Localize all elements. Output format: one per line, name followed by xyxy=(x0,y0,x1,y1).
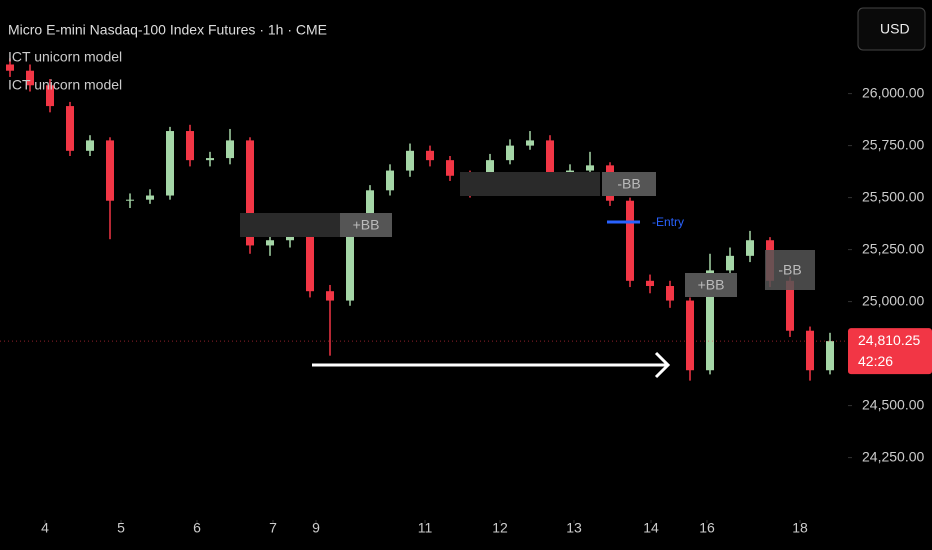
x-tick-label: 9 xyxy=(312,520,320,536)
candle-body xyxy=(406,150,414,171)
candle-body xyxy=(686,300,694,371)
x-tick-label: 7 xyxy=(269,520,277,536)
candle-body xyxy=(86,140,94,151)
countdown-label: 42:26 xyxy=(858,353,893,369)
y-tick-label: 25,500.00 xyxy=(862,188,924,204)
zone-label-box xyxy=(340,213,392,237)
zone-label: -BB xyxy=(617,176,640,192)
x-tick-label: 11 xyxy=(418,520,433,536)
candle-body xyxy=(286,236,294,241)
x-tick-label: 18 xyxy=(792,520,808,536)
indicator-label: ICT unicorn model xyxy=(8,49,122,65)
candle-body xyxy=(166,131,174,196)
candle-body xyxy=(786,280,794,331)
candle-body xyxy=(426,150,434,161)
y-tick-label: 26,000.00 xyxy=(862,84,924,100)
x-tick-label: 12 xyxy=(492,520,508,536)
x-tick-label: 5 xyxy=(117,520,125,536)
candle-body xyxy=(626,200,634,281)
currency-button[interactable] xyxy=(857,7,926,51)
chart-title: Micro E-mini Nasdaq-100 Index Futures · … xyxy=(8,22,327,38)
candle-body xyxy=(746,240,754,256)
y-tick-label: 24,500.00 xyxy=(862,396,924,412)
candle-body xyxy=(46,85,54,107)
currency-label[interactable]: USD xyxy=(880,21,910,37)
candle-body xyxy=(366,190,374,221)
candle-body xyxy=(646,280,654,286)
candle-body xyxy=(446,160,454,176)
zone-label: -BB xyxy=(778,262,801,278)
candle-body xyxy=(386,170,394,191)
x-tick-label: 4 xyxy=(41,520,49,536)
x-tick-label: 14 xyxy=(643,520,659,536)
zone-label-box xyxy=(685,273,737,297)
y-tick-label: 25,750.00 xyxy=(862,136,924,152)
candle-body xyxy=(6,64,14,71)
zone-label: +BB xyxy=(353,217,380,233)
zone xyxy=(240,213,340,237)
candle-body xyxy=(506,145,514,161)
x-tick-label: 16 xyxy=(699,520,715,536)
y-tick-label: 25,000.00 xyxy=(862,292,924,308)
zone-label-box xyxy=(602,172,656,196)
candle-body xyxy=(226,140,234,159)
y-tick-label: 24,250.00 xyxy=(862,448,924,464)
candle-body xyxy=(666,286,674,301)
candle-body xyxy=(526,140,534,146)
candle-body xyxy=(266,240,274,246)
candle-body xyxy=(586,165,594,171)
last-price-label: 24,810.25 xyxy=(858,332,920,348)
candle-body xyxy=(66,106,74,151)
candle-body xyxy=(706,270,714,371)
candle-body xyxy=(826,341,834,371)
zone xyxy=(460,172,600,196)
indicator-label: ICT unicorn model xyxy=(8,77,122,93)
last-price-box xyxy=(848,328,932,375)
zone-label-box xyxy=(765,250,815,290)
candle-body xyxy=(186,131,194,161)
candle-body xyxy=(346,220,354,301)
candle-body xyxy=(306,236,314,292)
candle-body xyxy=(326,291,334,301)
candle-body xyxy=(106,140,114,201)
candle-body xyxy=(146,195,154,200)
candle-body xyxy=(206,158,214,161)
candle-body xyxy=(726,255,734,271)
y-tick-label: 25,250.00 xyxy=(862,240,924,256)
candle-body xyxy=(126,199,134,201)
entry-label: -Entry xyxy=(652,215,684,229)
x-tick-label: 13 xyxy=(566,520,582,536)
arrow-head xyxy=(654,351,671,379)
candle-body xyxy=(246,140,254,246)
zone-label: +BB xyxy=(698,277,725,293)
candle-body xyxy=(26,70,34,86)
plot xyxy=(6,58,834,381)
candle-body xyxy=(546,140,554,180)
x-tick-label: 6 xyxy=(193,520,201,536)
candle-body xyxy=(806,330,814,371)
